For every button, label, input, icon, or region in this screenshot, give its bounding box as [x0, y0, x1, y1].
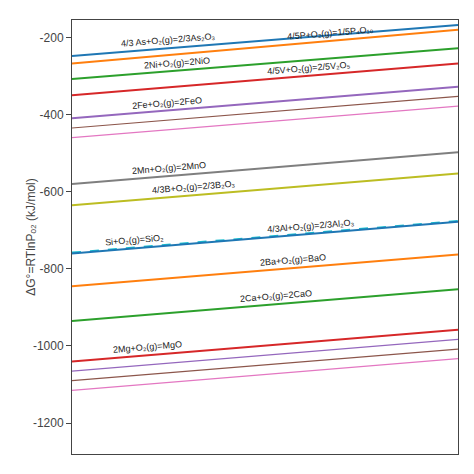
svg-text:-1000: -1000 — [33, 339, 64, 353]
svg-text:2Ni+O₂(g)=2NiO: 2Ni+O₂(g)=2NiO — [144, 55, 211, 70]
svg-text:ΔG°=RTlnPₒ₂ (kJ/mol): ΔG°=RTlnPₒ₂ (kJ/mol) — [24, 178, 38, 295]
svg-text:2Mn+O₂(g)=2MnO: 2Mn+O₂(g)=2MnO — [132, 160, 207, 176]
svg-text:-1200: -1200 — [33, 416, 64, 430]
svg-text:2Fe+O₂(g)=2FeO: 2Fe+O₂(g)=2FeO — [132, 95, 203, 111]
svg-text:Si+O₂(g)=SiO₂: Si+O₂(g)=SiO₂ — [105, 233, 165, 248]
svg-text:4/5P+O₂(g)=1/5P₄O₁₀: 4/5P+O₂(g)=1/5P₄O₁₀ — [287, 24, 374, 42]
svg-text:-200: -200 — [40, 31, 64, 45]
svg-text:-800: -800 — [40, 262, 64, 276]
svg-text:-600: -600 — [40, 185, 64, 199]
svg-text:4/3Al+O₂(g)=2/3Al₂O₃: 4/3Al+O₂(g)=2/3Al₂O₃ — [267, 217, 355, 234]
svg-text:2Mg+O₂(g)=MgO: 2Mg+O₂(g)=MgO — [113, 339, 183, 355]
svg-text:-400: -400 — [40, 108, 64, 122]
svg-text:4/3 As+O₂(g)=2/3As₂O₃: 4/3 As+O₂(g)=2/3As₂O₃ — [121, 31, 216, 49]
svg-text:2Ba+O₂(g)=BaO: 2Ba+O₂(g)=BaO — [260, 252, 327, 267]
svg-text:4/5V+O₂(g)=2/5V₂O₅: 4/5V+O₂(g)=2/5V₂O₅ — [267, 60, 351, 77]
svg-text:4/3B+O₂(g)=2/3B₂O₃: 4/3B+O₂(g)=2/3B₂O₃ — [152, 179, 236, 196]
svg-text:2Ca+O₂(g)=2CaO: 2Ca+O₂(g)=2CaO — [240, 288, 313, 304]
